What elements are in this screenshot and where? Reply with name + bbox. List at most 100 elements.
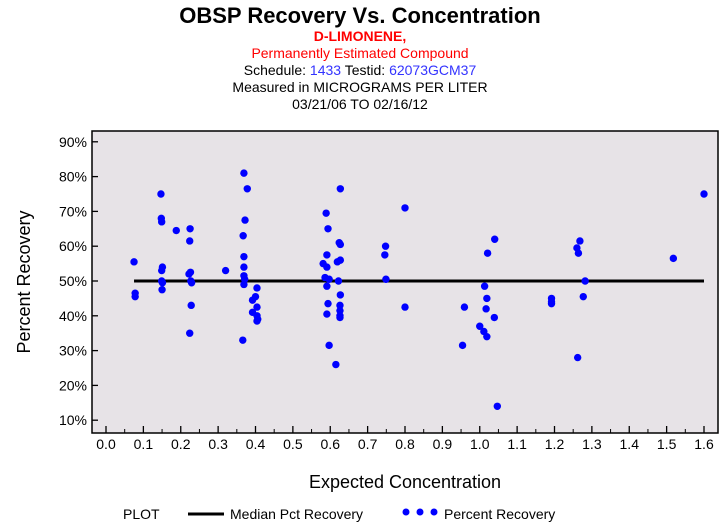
- data-point: [574, 249, 583, 257]
- data-point: [253, 284, 261, 292]
- data-point: [157, 266, 166, 275]
- data-point: [332, 360, 340, 369]
- data-point: [336, 185, 345, 193]
- data-point: [131, 292, 139, 301]
- data-point: [187, 301, 195, 310]
- data-point: [248, 296, 257, 304]
- data-point: [490, 313, 499, 322]
- x-tick-label: 1.2: [545, 436, 565, 452]
- data-point: [323, 251, 331, 259]
- data-point: [240, 280, 248, 289]
- y-tick-label: 10%: [59, 412, 87, 428]
- x-axis-label: Expected Concentration: [309, 472, 501, 492]
- x-tick-label: 0.0: [96, 436, 116, 452]
- y-tick-label: 70%: [59, 203, 87, 219]
- x-tick-label: 0.5: [283, 436, 303, 452]
- y-tick-label: 60%: [59, 238, 87, 254]
- y-tick-label: 90%: [59, 134, 87, 150]
- data-point: [186, 237, 194, 245]
- data-point: [381, 242, 390, 250]
- x-tick-label: 0.6: [321, 436, 341, 452]
- x-tick-label: 0.2: [171, 436, 191, 452]
- data-point: [253, 317, 261, 325]
- legend-points-swatch: [402, 508, 438, 516]
- legend-median-label: Median Pct Recovery: [230, 506, 363, 522]
- x-tick-label: 0.3: [208, 436, 228, 452]
- data-point: [480, 282, 489, 290]
- schedule-label: Schedule:: [243, 62, 307, 78]
- x-tick-label: 0.7: [358, 436, 378, 452]
- data-point: [158, 286, 166, 294]
- data-point: [221, 266, 230, 275]
- y-tick-label: 40%: [59, 308, 87, 324]
- x-tick-label: 1.4: [620, 436, 640, 452]
- legend: PLOT Median Pct Recovery Percent Recover…: [123, 506, 555, 522]
- data-point: [458, 341, 467, 350]
- data-point: [240, 169, 248, 177]
- data-point: [157, 218, 166, 226]
- compound-name: D-LIMONENE,: [313, 28, 407, 44]
- schedule-value: 1433: [309, 62, 342, 78]
- data-point: [334, 277, 343, 285]
- data-point: [253, 303, 261, 311]
- data-point: [483, 294, 491, 303]
- data-point: [325, 341, 333, 350]
- data-point: [483, 332, 491, 341]
- data-point: [336, 291, 345, 299]
- data-point: [401, 204, 409, 212]
- legend-title: PLOT: [123, 506, 160, 522]
- data-point: [336, 301, 344, 310]
- data-point: [491, 235, 499, 243]
- data-point: [401, 303, 409, 311]
- data-point: [157, 190, 165, 198]
- data-point: [576, 237, 584, 245]
- data-point: [240, 252, 248, 261]
- data-point: [239, 336, 247, 344]
- data-point: [669, 254, 678, 263]
- compound-note: Permanently Estimated Compound: [251, 45, 469, 61]
- x-tick-label: 1.3: [582, 436, 602, 452]
- legend-points-label: Percent Recovery: [444, 506, 555, 522]
- data-point: [573, 353, 582, 362]
- data-point: [336, 240, 345, 249]
- data-point: [322, 209, 330, 217]
- x-tick-label: 1.5: [657, 436, 677, 452]
- data-point: [581, 277, 589, 285]
- data-point: [241, 216, 249, 224]
- x-tick-label: 0.9: [433, 436, 453, 452]
- data-point: [323, 282, 331, 290]
- date-range: 03/21/06 TO 02/16/12: [292, 96, 428, 112]
- testid-value: 62073GCM37: [389, 62, 477, 78]
- data-point: [325, 275, 333, 283]
- y-axis-label: Percent Recovery: [14, 210, 34, 353]
- data-point: [493, 402, 502, 410]
- y-tick-label: 20%: [59, 377, 87, 393]
- data-point: [186, 225, 194, 233]
- data-point: [185, 270, 193, 278]
- x-tick-label: 0.4: [246, 436, 266, 452]
- data-point: [381, 251, 389, 259]
- data-point: [382, 275, 390, 283]
- x-tick-label: 0.8: [395, 436, 415, 452]
- data-point: [172, 226, 180, 235]
- data-point: [240, 263, 248, 271]
- data-point: [323, 263, 331, 271]
- data-point: [547, 299, 556, 308]
- data-point: [476, 322, 484, 330]
- data-point: [483, 249, 492, 257]
- data-point: [158, 279, 167, 287]
- units-line: Measured in MICROGRAMS PER LITER: [232, 79, 488, 95]
- x-tick-label: 1.6: [694, 436, 714, 452]
- data-point: [239, 232, 247, 240]
- data-point: [336, 306, 344, 315]
- x-tick-label: 1.0: [470, 436, 490, 452]
- data-point: [186, 329, 194, 337]
- data-point: [579, 292, 587, 301]
- y-tick-label: 80%: [59, 169, 87, 185]
- data-point: [324, 299, 332, 308]
- data-point: [336, 313, 344, 322]
- schedule-line: Schedule: 1433 Testid: 62073GCM37: [0, 62, 720, 78]
- data-point: [323, 310, 331, 318]
- data-point: [243, 185, 251, 193]
